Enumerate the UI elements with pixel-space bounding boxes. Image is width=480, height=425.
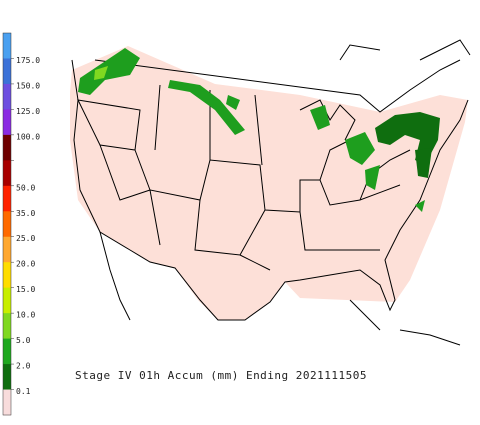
legend-label: 20.0 — [16, 260, 35, 269]
legend-swatch — [3, 364, 11, 391]
legend-swatch — [3, 262, 11, 289]
legend-swatch — [3, 134, 11, 161]
legend-label: 5.0 — [16, 336, 31, 345]
legend-swatch — [3, 338, 11, 365]
legend-swatch — [3, 58, 11, 85]
legend-label: 15.0 — [16, 285, 35, 294]
legend-swatch — [3, 83, 11, 110]
legend-label: 150.0 — [16, 81, 40, 90]
legend-swatch — [3, 185, 11, 212]
legend-swatch — [3, 211, 11, 238]
legend-label: 175.0 — [16, 56, 40, 65]
legend-swatch — [3, 287, 11, 314]
legend-swatch — [3, 160, 11, 187]
legend-label: 50.0 — [16, 183, 35, 192]
legend-swatch — [3, 313, 11, 340]
legend-swatch — [3, 236, 11, 263]
map — [70, 39, 471, 346]
legend-label: 0.1 — [16, 387, 31, 396]
legend: 175.0 150.0 125.0 100.0 50.0 35.0 25.0 20.0 15.0… — [2, 32, 40, 416]
legend-label: 35.0 — [16, 209, 35, 218]
legend-frame — [2, 32, 12, 416]
map-title: Stage IV 01h Accum (mm) Ending 202111150… — [75, 369, 367, 382]
legend-label: 100.0 — [16, 132, 40, 141]
legend-label: 125.0 — [16, 107, 40, 116]
legend-label: 25.0 — [16, 234, 35, 243]
legend-label: 2.0 — [16, 362, 31, 371]
analysis-domain — [70, 46, 468, 320]
legend-label: 10.0 — [16, 311, 35, 320]
precipitation — [78, 48, 440, 212]
legend-swatch — [3, 33, 11, 59]
legend-swatch — [3, 389, 11, 416]
legend-swatch — [3, 109, 11, 136]
